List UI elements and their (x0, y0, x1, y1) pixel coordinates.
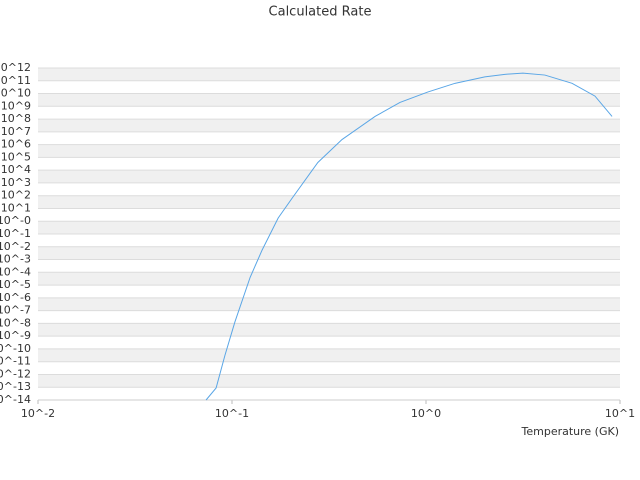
grid-band (38, 93, 620, 107)
grid-band (38, 323, 620, 337)
grid-band (38, 68, 620, 81)
y-tick-label: 10^-3 (0, 253, 31, 266)
y-tick-label: 10^12 (0, 61, 31, 74)
y-tick-label: 10^8 (1, 112, 31, 125)
y-tick-label: 10^-1 (0, 227, 31, 240)
y-tick-label: 10^3 (1, 176, 31, 189)
grid-band (38, 374, 620, 388)
y-tick-label: 10^11 (0, 74, 31, 87)
grid-band (38, 348, 620, 362)
y-tick-label: 10^-8 (0, 316, 31, 329)
y-tick-label: 10^-4 (0, 265, 31, 278)
y-tick-label: 10^-0 (0, 214, 31, 227)
grid-band (38, 272, 620, 286)
y-tick-label: 10^-11 (0, 355, 31, 368)
y-tick-label: 10^-12 (0, 367, 31, 380)
y-tick-label: 10^-10 (0, 342, 31, 355)
grid-band (38, 119, 620, 132)
grid-band (38, 297, 620, 311)
chart-title: Calculated Rate (269, 5, 372, 20)
y-tick-label: 10^7 (1, 125, 31, 138)
x-tick-label: 10^1 (605, 407, 635, 420)
y-tick-label: 10^5 (1, 150, 31, 163)
x-tick-label: 10^-1 (215, 407, 249, 420)
grid-band (38, 195, 620, 209)
grid-band (38, 144, 620, 158)
x-tick-label: 10^-2 (21, 407, 55, 420)
y-tick-label: 10^6 (1, 138, 31, 151)
grid-band (38, 170, 620, 183)
y-tick-label: 10^-13 (0, 380, 31, 393)
grid-band (38, 246, 620, 260)
y-tick-label: 10^4 (1, 163, 31, 176)
y-tick-label: 10^2 (1, 189, 31, 202)
grid-band (38, 221, 620, 234)
y-tick-label: 10^-7 (0, 304, 31, 317)
y-tick-label: 10^-5 (0, 278, 31, 291)
y-tick-label: 10^-9 (0, 329, 31, 342)
y-tick-label: 10^9 (1, 99, 31, 112)
y-tick-label: 10^-6 (0, 291, 31, 304)
series-line (205, 72, 613, 401)
x-axis-label: Temperature (GK) (521, 425, 620, 438)
y-tick-label: 10^-2 (0, 240, 31, 253)
x-tick-label: 10^0 (411, 407, 441, 420)
y-tick-label: 10^1 (1, 201, 31, 214)
y-tick-label: 10^10 (0, 87, 31, 100)
y-tick-label: 10^-14 (0, 393, 31, 406)
